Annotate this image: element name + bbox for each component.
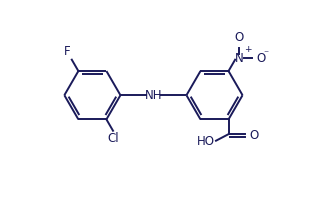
Text: HO: HO [197,135,214,148]
Text: N: N [235,52,244,65]
Text: O: O [235,31,244,44]
Text: ⁻: ⁻ [263,49,268,59]
Text: +: + [244,45,251,54]
Text: O: O [249,129,258,142]
Text: NH: NH [145,89,162,102]
Text: F: F [63,45,70,58]
Text: O: O [256,52,266,65]
Text: Cl: Cl [107,132,119,145]
